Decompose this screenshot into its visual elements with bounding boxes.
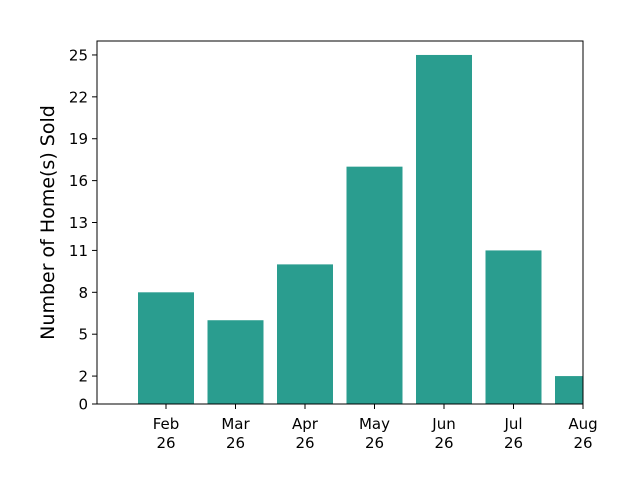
x-tick-label: 26	[573, 434, 592, 452]
bar-jul-26	[485, 250, 542, 404]
x-tick-label: Aug	[568, 415, 597, 433]
bar-apr-26	[277, 264, 333, 404]
y-tick-label: 5	[78, 326, 88, 344]
x-tick-label: May	[359, 415, 390, 433]
bar-feb-26	[138, 292, 194, 404]
y-tick-label: 13	[69, 214, 88, 232]
x-tick-label: 26	[295, 434, 314, 452]
x-tick-label: Mar	[221, 415, 250, 433]
y-tick-label: 2	[78, 368, 88, 386]
y-tick-label: 22	[69, 88, 88, 106]
y-axis-title: Number of Home(s) Sold	[37, 105, 59, 340]
x-tick-label: Jun	[431, 415, 455, 433]
y-tick-label: 8	[78, 284, 88, 302]
x-tick-label: 26	[434, 434, 453, 452]
y-tick-label: 16	[69, 172, 88, 190]
y-tick-label: 19	[69, 130, 88, 148]
x-tick-label: 26	[365, 434, 384, 452]
bar-jun-26	[416, 54, 472, 404]
bar-aug-26	[555, 376, 583, 404]
bars-group	[138, 54, 583, 404]
x-tick-label: 26	[226, 434, 245, 452]
y-tick-label: 25	[69, 46, 88, 64]
x-tick-label: 26	[156, 434, 175, 452]
x-tick-label: Apr	[292, 415, 319, 433]
y-tick-label: 0	[78, 396, 88, 414]
plot-frame	[96, 40, 584, 405]
bar-mar-26	[207, 320, 264, 404]
x-tick-label: Jul	[503, 415, 522, 433]
bar-may-26	[346, 166, 403, 404]
x-tick-label: Feb	[153, 415, 180, 433]
y-tick-label: 11	[69, 242, 88, 260]
x-tick-label: 26	[504, 434, 523, 452]
